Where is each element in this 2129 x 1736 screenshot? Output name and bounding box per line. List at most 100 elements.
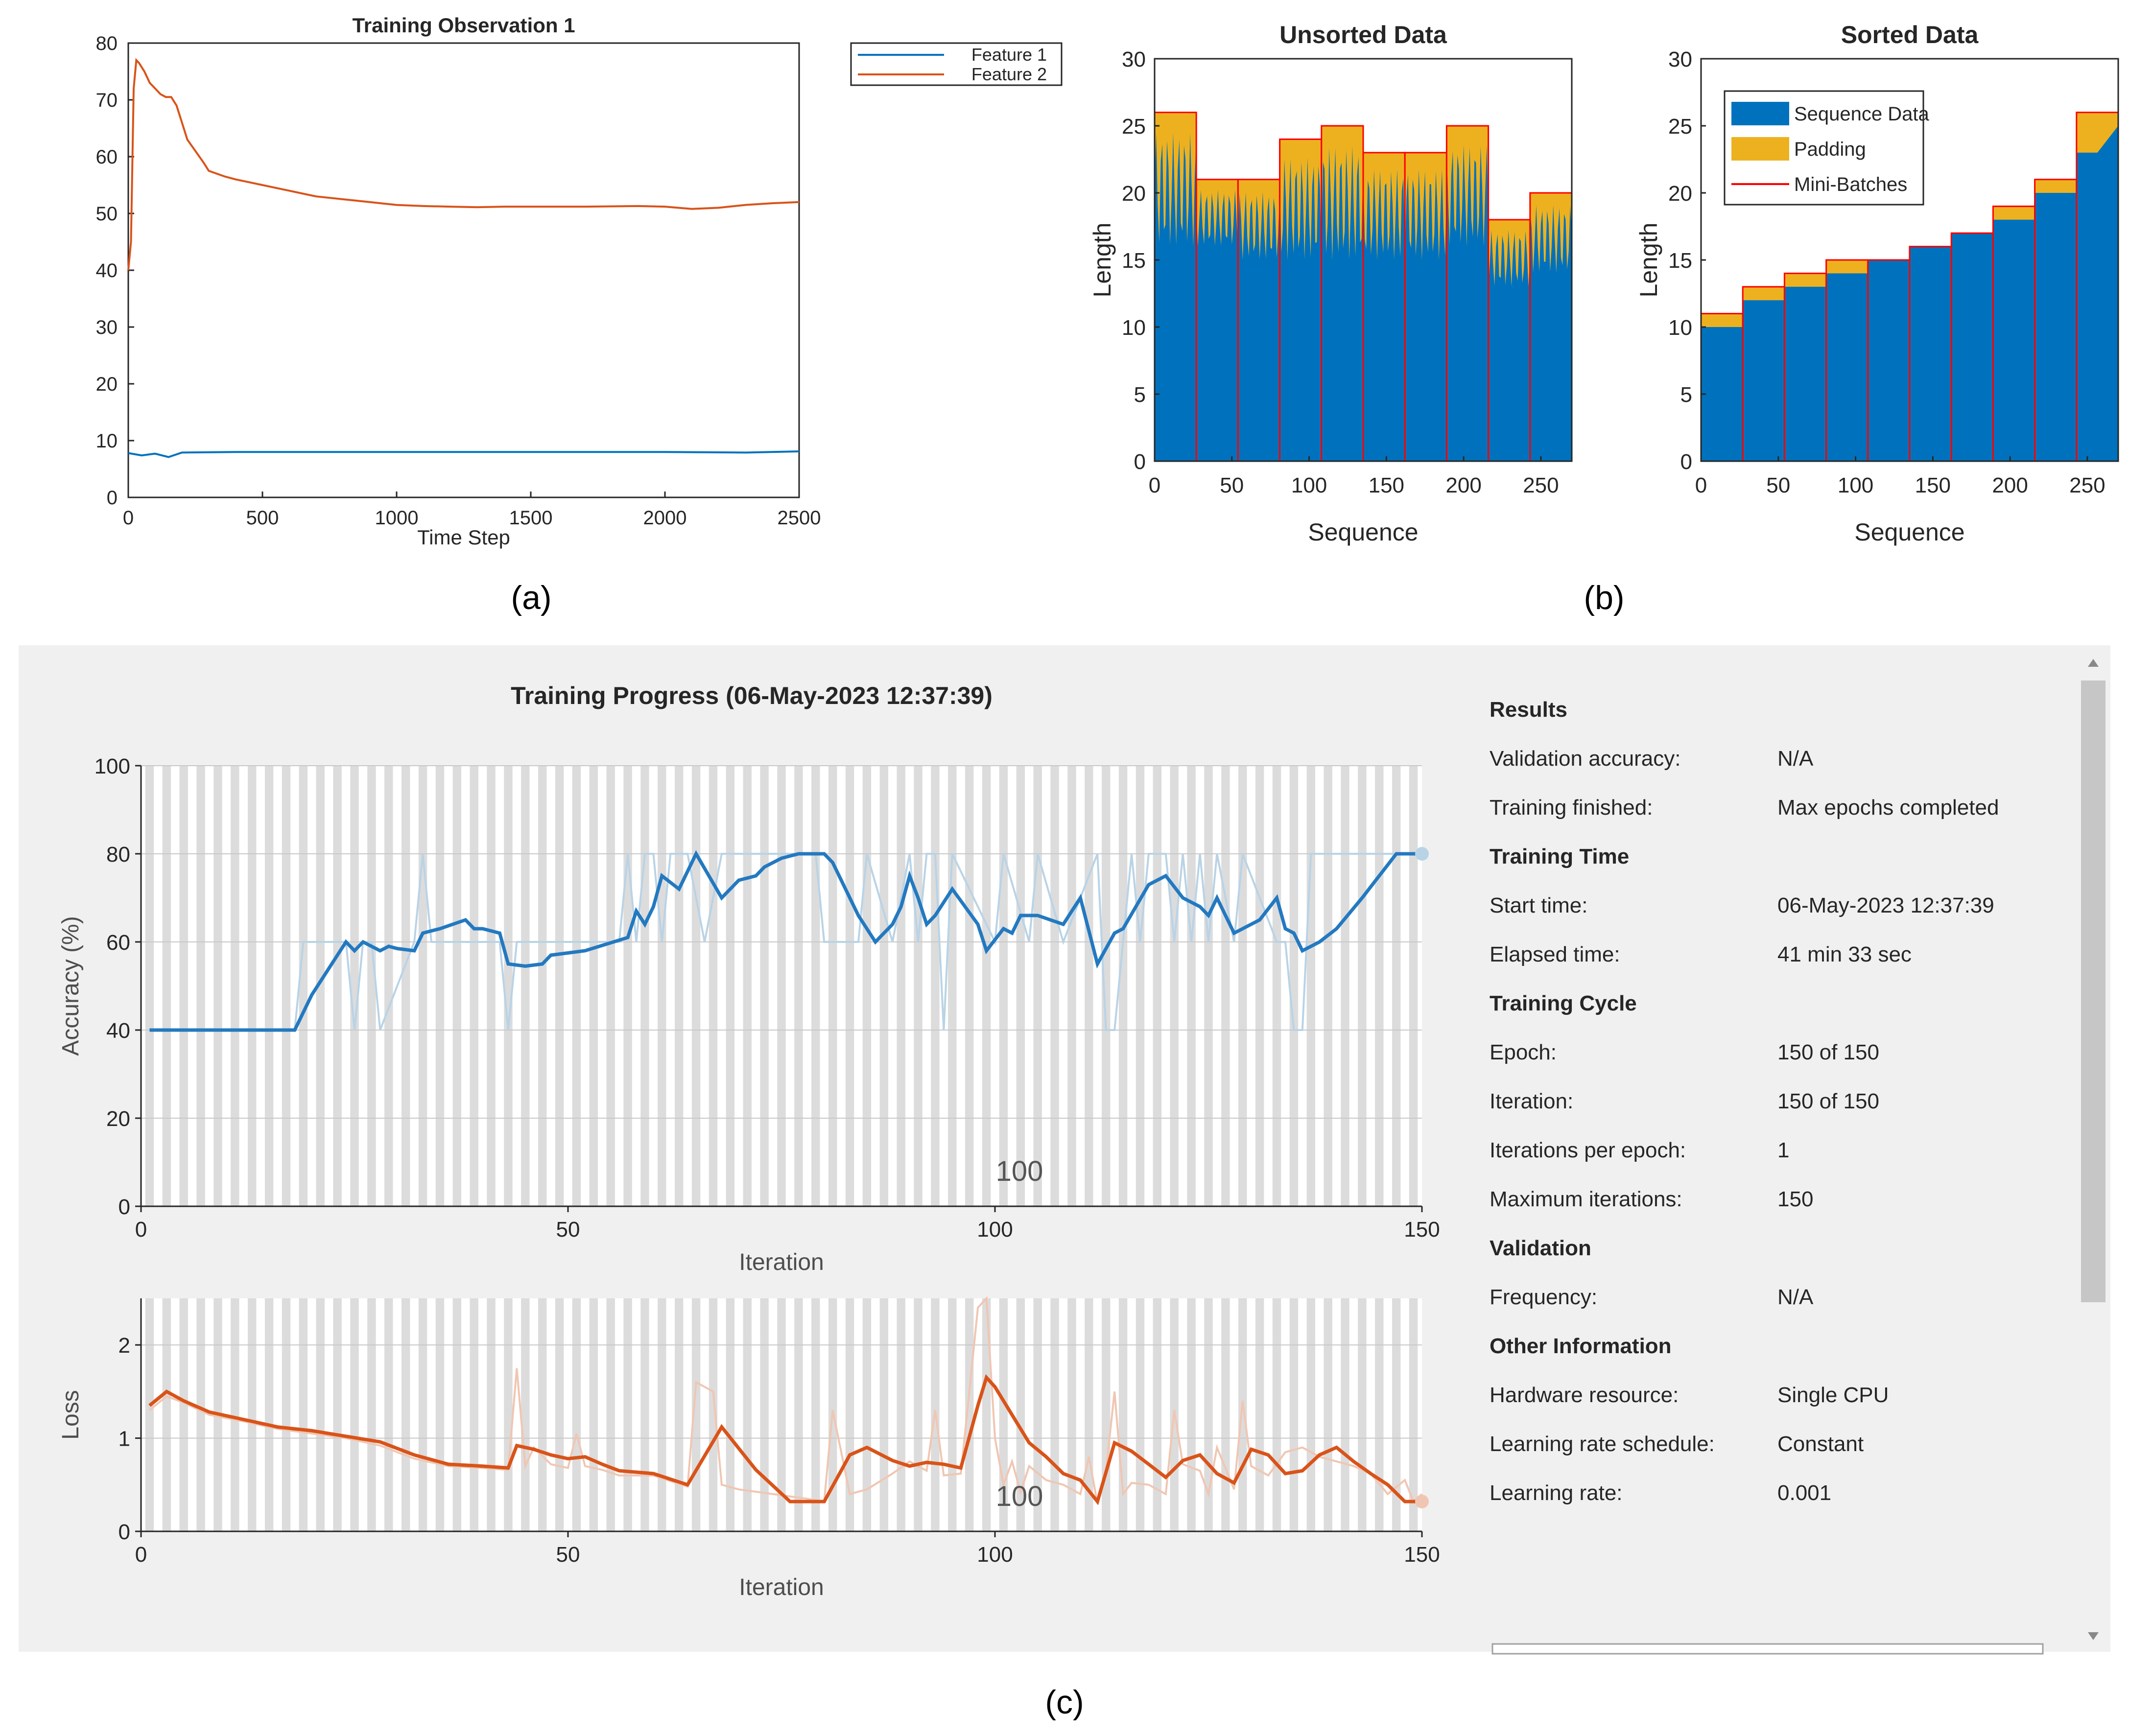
sequence-data-area bbox=[1321, 146, 1363, 461]
epoch-stripe bbox=[1204, 766, 1213, 1206]
epoch-stripe bbox=[487, 1298, 496, 1531]
epoch-stripe bbox=[1153, 766, 1162, 1206]
raw-series-line bbox=[149, 853, 1422, 1031]
legend-label: Mini-Batches bbox=[1794, 174, 1907, 195]
feature-2-line bbox=[127, 58, 800, 271]
epoch-stripe bbox=[623, 766, 632, 1206]
x-axis-label: Sequence bbox=[1854, 518, 1964, 546]
epoch-stripe bbox=[179, 1298, 188, 1531]
epoch-stripe bbox=[777, 1298, 786, 1531]
epoch-stripe bbox=[1392, 1298, 1401, 1531]
epoch-stripe bbox=[1324, 1298, 1332, 1531]
epoch-stripe bbox=[162, 766, 171, 1206]
epoch-stripe bbox=[811, 1298, 820, 1531]
sequence-bar bbox=[1951, 233, 1993, 461]
x-tick-label: 100 bbox=[977, 1218, 1013, 1242]
y-tick-label: 10 bbox=[96, 430, 118, 452]
epoch-stripe bbox=[1033, 1298, 1042, 1531]
epoch-stripe bbox=[1118, 1298, 1128, 1531]
x-axis-label: Iteration bbox=[739, 1574, 824, 1600]
epoch-stripe bbox=[435, 766, 445, 1206]
epoch-stripe bbox=[1375, 766, 1384, 1206]
epoch-stripe bbox=[1067, 1298, 1076, 1531]
x-axis-label: Time Step bbox=[417, 526, 510, 549]
unsorted-data-chart: 0 50 100 150 200 250 0 5 10 15 20 25 30 Unsorted Data… bbox=[1088, 21, 1573, 546]
legend-swatch bbox=[1731, 137, 1789, 161]
y-tick-label: 25 bbox=[1668, 115, 1692, 139]
epoch-stripe bbox=[299, 766, 308, 1206]
epoch-stripe bbox=[418, 1298, 427, 1531]
epoch-stripe bbox=[982, 766, 991, 1206]
y-tick-label: 0 bbox=[118, 1195, 130, 1219]
section-heading: Other Information bbox=[1490, 1334, 1672, 1358]
epoch-stripe bbox=[231, 1298, 239, 1531]
epoch-stripe bbox=[1255, 1298, 1264, 1531]
epoch-stripe bbox=[538, 766, 547, 1206]
sequence-bar bbox=[2034, 193, 2077, 461]
epoch-stripe bbox=[470, 766, 478, 1206]
epoch-stripe bbox=[726, 1298, 735, 1531]
epoch-stripe bbox=[828, 766, 837, 1206]
epoch-stripe bbox=[1118, 766, 1128, 1206]
epoch-stripe bbox=[1272, 1298, 1281, 1531]
x-tick-label: 0 bbox=[135, 1543, 147, 1567]
epoch-stripe bbox=[1358, 766, 1367, 1206]
epoch-stripe bbox=[760, 1298, 769, 1531]
epoch-stripe bbox=[350, 766, 359, 1206]
epoch-stripe bbox=[1050, 1298, 1059, 1531]
epoch-stripe bbox=[333, 1298, 342, 1531]
feature-1-line bbox=[128, 450, 800, 458]
result-label: Start time: bbox=[1490, 893, 1588, 917]
epoch-annotation: 100 bbox=[996, 1155, 1043, 1187]
triangle-up-icon[interactable] bbox=[2088, 659, 2099, 667]
loss-chart: 0 1 2 0 50 100 150 Iteration Loss 100 bbox=[58, 1296, 1440, 1600]
epoch-stripe bbox=[1238, 766, 1247, 1206]
x-axis-label: Sequence bbox=[1308, 518, 1418, 546]
x-tick-label: 150 bbox=[1369, 473, 1404, 497]
epoch-stripe bbox=[845, 1298, 854, 1531]
epoch-stripe bbox=[418, 766, 427, 1206]
section-heading: Training Time bbox=[1490, 845, 1629, 868]
result-value: Constant bbox=[1777, 1432, 1864, 1456]
y-tick-label: 20 bbox=[1668, 182, 1692, 206]
y-tick-label: 70 bbox=[96, 90, 118, 111]
result-label: Iteration: bbox=[1490, 1089, 1573, 1113]
epoch-stripe bbox=[1306, 1298, 1315, 1531]
result-label: Learning rate schedule: bbox=[1490, 1432, 1715, 1456]
x-tick-label: 100 bbox=[977, 1543, 1013, 1567]
epoch-stripe bbox=[1341, 1298, 1349, 1531]
section-heading: Training Cycle bbox=[1490, 991, 1637, 1015]
triangle-down-icon[interactable] bbox=[2088, 1632, 2099, 1640]
epoch-stripe bbox=[623, 1298, 632, 1531]
epoch-stripe bbox=[1409, 1298, 1418, 1531]
x-tick-label: 0 bbox=[123, 507, 134, 529]
panel-label-a: (a) bbox=[511, 579, 551, 616]
result-label: Validation accuracy: bbox=[1490, 747, 1681, 771]
y-tick-label: 25 bbox=[1122, 115, 1146, 139]
legend-label: Padding bbox=[1794, 139, 1866, 160]
epoch-stripe bbox=[640, 1298, 649, 1531]
epoch-stripe bbox=[1341, 766, 1349, 1206]
scrollbar-thumb[interactable] bbox=[2081, 680, 2105, 1302]
training-observation-chart: 0 500 1000 1500 2000 2500 0 10 20 30 40 50 60 70 80 Tra… bbox=[96, 14, 1063, 549]
x-axis-label: Iteration bbox=[739, 1249, 824, 1275]
x-tick-label: 1500 bbox=[509, 507, 553, 529]
x-tick-label: 0 bbox=[1149, 473, 1160, 497]
epoch-stripe bbox=[658, 1298, 666, 1531]
epoch-stripe bbox=[145, 1298, 154, 1531]
epoch-stripe bbox=[264, 766, 274, 1206]
epoch-stripe bbox=[999, 766, 1008, 1206]
epoch-stripe bbox=[1067, 766, 1076, 1206]
epoch-stripe bbox=[606, 766, 615, 1206]
epoch-stripe bbox=[1016, 766, 1025, 1206]
bottom-field bbox=[1491, 1643, 2044, 1655]
epoch-stripe bbox=[914, 1298, 923, 1531]
y-tick-label: 20 bbox=[1122, 182, 1146, 206]
x-tick-label: 2000 bbox=[643, 507, 687, 529]
epoch-stripe bbox=[1272, 766, 1281, 1206]
epoch-stripe bbox=[572, 1298, 581, 1531]
epoch-stripe bbox=[316, 1298, 325, 1531]
x-tick-label: 2500 bbox=[778, 507, 821, 529]
result-label: Iterations per epoch: bbox=[1490, 1138, 1686, 1162]
epoch-stripe bbox=[248, 1298, 257, 1531]
